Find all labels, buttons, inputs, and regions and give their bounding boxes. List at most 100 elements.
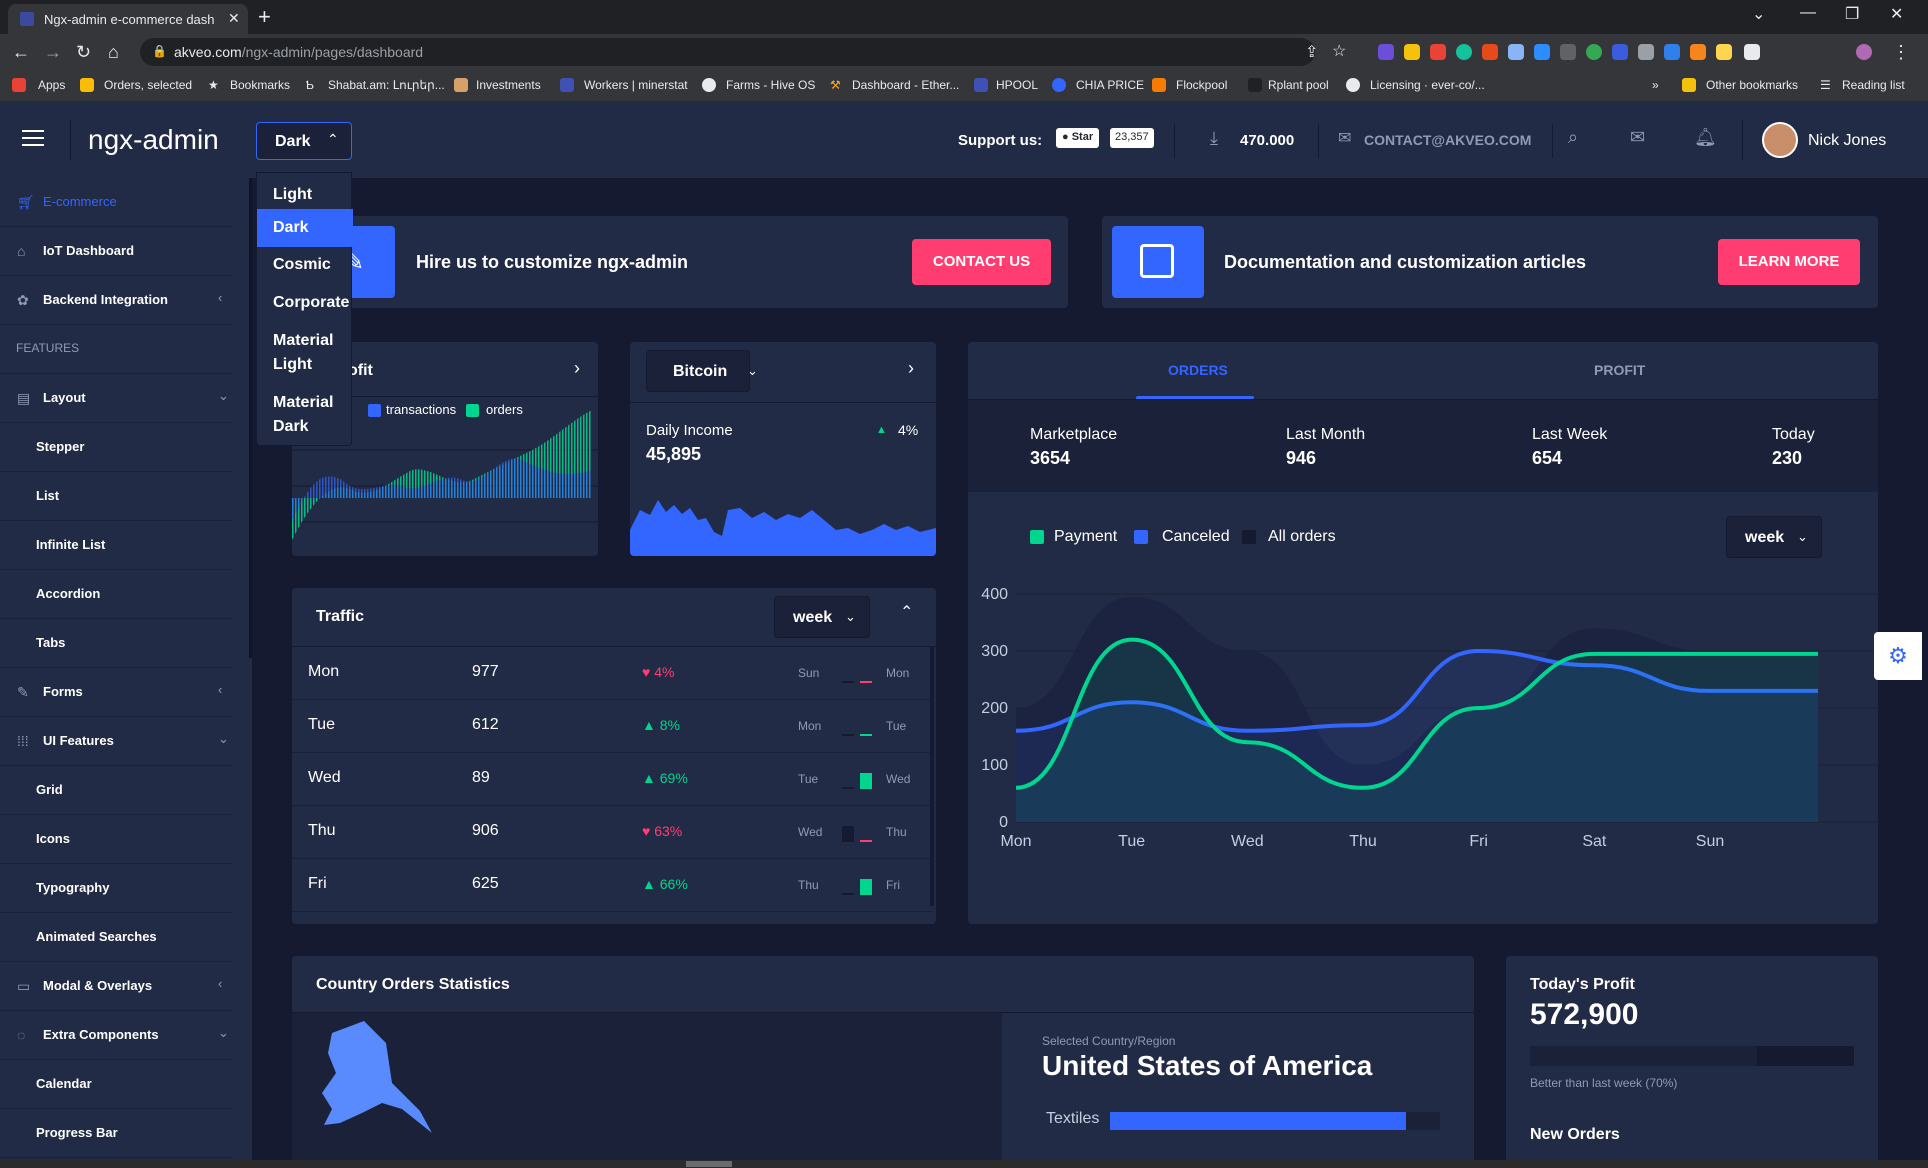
bookmark[interactable]: Dashboard - Ether...: [852, 78, 960, 92]
search-icon[interactable]: ⌕: [1568, 127, 1579, 147]
tab-profit[interactable]: PROFIT: [1594, 362, 1646, 378]
sidebar-item-icons[interactable]: Icons: [0, 815, 232, 864]
scrollbar-thumb[interactable]: [686, 1161, 732, 1167]
sidebar-item-e-commerce[interactable]: 🛒︎ E-commerce: [0, 178, 232, 227]
contact-link[interactable]: CONTACT@AKVEO.COM: [1364, 132, 1532, 148]
grammarly-icon[interactable]: [1456, 44, 1472, 60]
sidebar-item-accordion[interactable]: Accordion: [0, 570, 232, 619]
zoom-icon[interactable]: [1534, 44, 1550, 60]
bookmark[interactable]: Workers | minerstat: [584, 78, 688, 92]
sidebar-item-calendar[interactable]: Calendar: [0, 1060, 232, 1109]
chrome-icon[interactable]: [1586, 44, 1602, 60]
profile-icon[interactable]: [1856, 44, 1872, 60]
traffic-period-select[interactable]: week ⌄: [774, 596, 870, 638]
sidebar-item-modal-overlays[interactable]: ▭ Modal & Overlays ‹: [0, 962, 232, 1011]
sidebar-item-grid[interactable]: Grid: [0, 766, 232, 815]
user-name[interactable]: Nick Jones: [1808, 132, 1887, 149]
more-bookmarks-icon[interactable]: »: [1652, 78, 1659, 92]
contact-us-button[interactable]: CONTACT US: [912, 239, 1051, 285]
share-icon[interactable]: ⇪: [1305, 44, 1319, 61]
download-icon[interactable]: ⤓: [1210, 128, 1218, 148]
bookmark[interactable]: HPOOL: [996, 78, 1039, 92]
settings-gear-icon[interactable]: ⚙: [1874, 632, 1922, 680]
back-icon[interactable]: ←: [12, 42, 30, 62]
sidebar-item-progress-bar[interactable]: Progress Bar: [0, 1109, 232, 1158]
puzzle-icon[interactable]: [1744, 44, 1760, 60]
menu-toggle-icon[interactable]: [22, 130, 44, 146]
bookmark[interactable]: Shabat.am: Լուրեր...: [328, 78, 445, 92]
theme-select[interactable]: Dark ⌃: [256, 122, 352, 160]
sidebar-item-stepper[interactable]: Stepper: [0, 423, 232, 472]
extension-icon[interactable]: [1612, 44, 1628, 60]
bookmark[interactable]: Farms - Hive OS: [726, 78, 816, 92]
world-map[interactable]: [292, 1013, 1002, 1168]
bookmark[interactable]: Reading list: [1842, 78, 1905, 92]
tab-search-icon[interactable]: ⌄: [1752, 6, 1766, 23]
extension-icon[interactable]: [1716, 44, 1732, 60]
sidebar-scrollbar[interactable]: [249, 178, 252, 658]
home-icon[interactable]: ⌂: [108, 42, 119, 62]
avatar[interactable]: [1762, 122, 1798, 158]
sidebar-item-forms[interactable]: ✎ Forms ‹: [0, 668, 232, 717]
theme-option-material-light[interactable]: Material Light: [273, 332, 334, 373]
extension-icon[interactable]: [1560, 44, 1576, 60]
bookmark[interactable]: Flockpool: [1176, 78, 1228, 92]
bookmark[interactable]: CHIA PRICE: [1076, 78, 1145, 92]
alaska-shape[interactable]: [292, 1013, 1002, 1168]
sidebar-item-infinite-list[interactable]: Infinite List: [0, 521, 232, 570]
extension-icon[interactable]: [1638, 44, 1654, 60]
bookmark[interactable]: Apps: [38, 78, 66, 92]
sidebar-item-list[interactable]: List: [0, 472, 232, 521]
traffic-scrollbar[interactable]: [930, 646, 934, 906]
brand-logo[interactable]: ngx-admin: [88, 124, 219, 155]
metamask-icon[interactable]: [1690, 44, 1706, 60]
browser-tab[interactable]: Ngx-admin e-commerce dashbo ✕: [8, 4, 248, 34]
url-field[interactable]: 🔒 akveo.com/ngx-admin/pages/dashboard ⇪ …: [140, 38, 1346, 66]
close-tab-icon[interactable]: ✕: [228, 10, 240, 26]
currency-select[interactable]: Bitcoin ⌄: [646, 350, 758, 392]
bell-icon[interactable]: 🔔︎: [1694, 127, 1717, 147]
sidebar-item-layout[interactable]: ▤ Layout ⌄: [0, 374, 232, 423]
reload-icon[interactable]: ↻: [76, 42, 92, 62]
horizontal-scrollbar[interactable]: [0, 1160, 1928, 1168]
gmail-icon[interactable]: [1430, 44, 1446, 60]
theme-option-cosmic[interactable]: Cosmic: [273, 256, 331, 273]
extension-icon[interactable]: [1482, 44, 1498, 60]
extension-icon[interactable]: [1664, 44, 1680, 60]
minimize-icon[interactable]: —: [1800, 4, 1816, 21]
theme-option-corporate[interactable]: Corporate: [273, 294, 350, 311]
forward-icon[interactable]: →: [44, 42, 62, 62]
restore-icon[interactable]: ❐: [1845, 6, 1860, 23]
sidebar-item-typography[interactable]: Typography: [0, 864, 232, 913]
email-icon[interactable]: ✉: [1630, 127, 1646, 147]
new-tab-icon[interactable]: +: [258, 4, 271, 29]
sidebar-item-animated-searches[interactable]: Animated Searches: [0, 913, 232, 962]
tab-orders[interactable]: ORDERS: [1168, 362, 1228, 378]
star-bookmark-icon[interactable]: ☆: [1332, 43, 1347, 60]
bookmark[interactable]: Rplant pool: [1268, 78, 1329, 92]
extension-icon[interactable]: [1508, 44, 1524, 60]
chevron-right-icon[interactable]: ›: [574, 358, 580, 378]
extension-icon[interactable]: [1378, 44, 1394, 60]
chevron-right-icon[interactable]: ›: [908, 358, 914, 378]
menu-icon[interactable]: ⋮: [1892, 42, 1910, 62]
close-window-icon[interactable]: ✕: [1890, 6, 1904, 23]
extension-icon[interactable]: [1404, 44, 1420, 60]
bookmark[interactable]: Orders, selected: [104, 78, 193, 92]
bookmark[interactable]: Licensing · ever-co/...: [1370, 78, 1485, 92]
theme-option-light[interactable]: Light: [273, 186, 313, 203]
theme-option-material-dark[interactable]: Material Dark: [273, 394, 334, 435]
orders-period-select[interactable]: week ⌄: [1726, 516, 1822, 558]
sidebar-item-backend-integration[interactable]: ✿ Backend Integration ‹: [0, 276, 232, 325]
bookmark[interactable]: Investments: [476, 78, 541, 92]
bookmark[interactable]: Bookmarks: [230, 78, 291, 92]
sidebar-item-ui-features[interactable]: ⁞⁞⁞ UI Features ⌄: [0, 717, 232, 766]
bookmark[interactable]: Other bookmarks: [1706, 78, 1799, 92]
sidebar-item-tabs[interactable]: Tabs: [0, 619, 232, 668]
github-star-button[interactable]: ● Star: [1056, 128, 1100, 148]
github-star-count[interactable]: 23,357: [1110, 128, 1154, 148]
chevron-up-icon[interactable]: ⌃: [900, 604, 914, 621]
sidebar-item-extra-components[interactable]: ◌ Extra Components ⌄: [0, 1011, 232, 1060]
sidebar-item-iot-dashboard[interactable]: ⌂ IoT Dashboard: [0, 227, 232, 276]
learn-more-button[interactable]: LEARN MORE: [1718, 239, 1860, 285]
